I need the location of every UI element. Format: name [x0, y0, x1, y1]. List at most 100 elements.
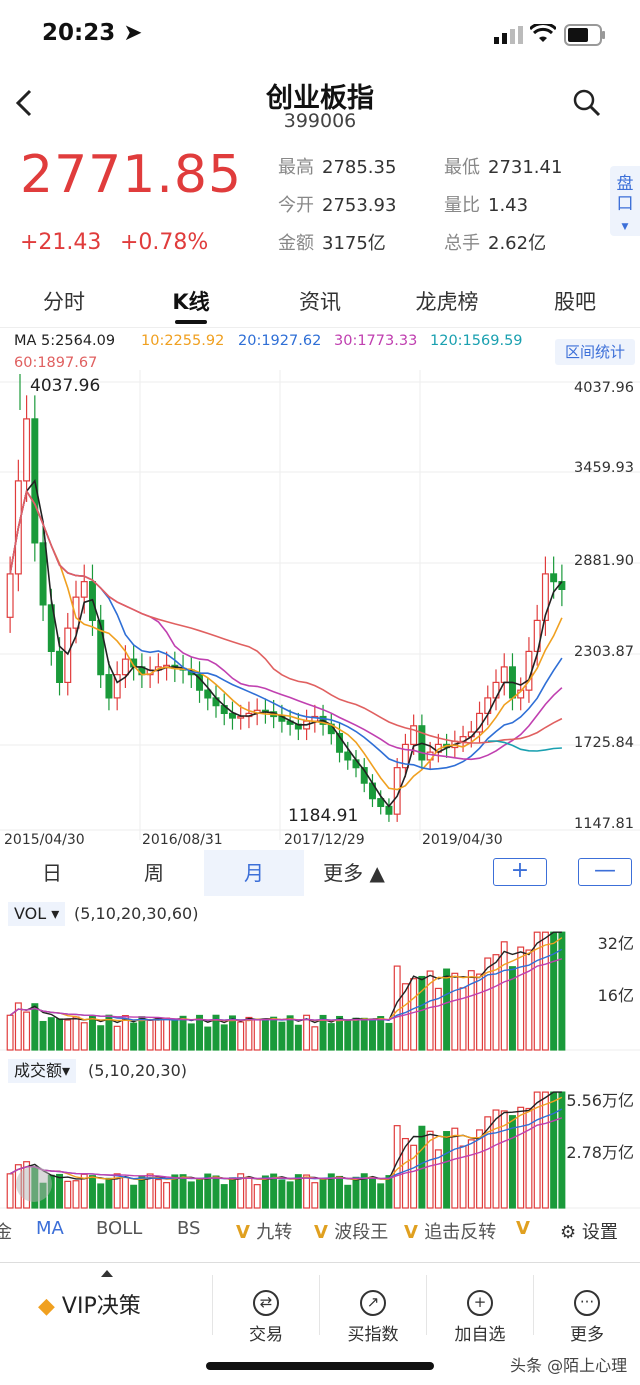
amount-tick: 2.78万亿 — [566, 1143, 634, 1162]
amount-indicator-select[interactable]: 成交额▾ — [8, 1059, 77, 1083]
legend-ma120: 120:1569.59 — [430, 333, 523, 349]
volume-bar — [517, 946, 525, 1051]
vol-indicator-select[interactable]: VOL ▾ — [8, 902, 66, 926]
trade-button[interactable]: ⇄ 交易 — [226, 1290, 306, 1345]
volume-bar — [39, 1020, 47, 1051]
amount-chart — [0, 1091, 640, 1209]
candle — [97, 619, 105, 676]
candle — [550, 573, 558, 583]
period-day[interactable]: 日 — [42, 861, 62, 885]
volume-bar — [525, 949, 533, 1051]
indicator-jiuzhuan[interactable]: V 九转 — [236, 1222, 293, 1243]
candle — [401, 743, 409, 769]
candle — [204, 689, 212, 699]
volume-bar — [517, 1106, 525, 1209]
search-icon[interactable] — [572, 88, 602, 118]
divider — [426, 1275, 427, 1335]
more-button[interactable]: ··· 更多 — [547, 1290, 627, 1345]
stat-volume-ratio: 量比 1.43 — [444, 195, 529, 216]
indicator-boll[interactable]: BOLL — [96, 1218, 143, 1239]
vol-tick: 32亿 — [597, 934, 634, 953]
volume-bar — [228, 1015, 236, 1051]
volume-bar — [451, 1127, 459, 1209]
status-time: 20:23 ➤ — [42, 20, 143, 46]
volume-bar — [418, 975, 426, 1051]
zoom-in-button[interactable]: + — [493, 858, 547, 886]
volume-bar — [6, 1173, 14, 1209]
divider — [212, 1275, 213, 1335]
main-tabs: 分时 K线 资讯 龙虎榜 股吧 — [0, 272, 640, 328]
tab-intraday[interactable]: 分时 — [43, 290, 85, 314]
volume-bar — [154, 1018, 162, 1051]
period-week[interactable]: 周 — [144, 861, 164, 885]
volume-bar — [476, 1129, 484, 1209]
ma60-line — [9, 489, 563, 744]
volume-bar — [360, 1173, 368, 1209]
volume-bar — [508, 966, 516, 1051]
legend-ma30: 30:1773.33 — [334, 333, 418, 349]
tab-forum[interactable]: 股吧 — [554, 290, 596, 314]
indicator-bs[interactable]: BS — [177, 1218, 201, 1239]
indicator-ma[interactable]: MA — [36, 1218, 64, 1239]
volume-bar — [443, 968, 451, 1051]
x-tick: 2019/04/30 — [422, 832, 503, 848]
nav-bar: 创业板指 399006 — [0, 70, 640, 140]
range-stats-button[interactable]: 区间统计 — [555, 339, 635, 365]
kline-chart[interactable] — [0, 370, 640, 850]
ma120-line — [487, 740, 562, 752]
volume-bar — [212, 1175, 220, 1209]
volume-bar — [270, 1173, 278, 1209]
volume-bar — [163, 1182, 171, 1209]
period-more[interactable]: 更多 ▲ — [323, 861, 385, 885]
tab-news[interactable]: 资讯 — [299, 290, 341, 314]
volume-bar — [303, 1014, 311, 1051]
vol-params: (5,10,20,30,60) — [74, 904, 199, 923]
expand-up-icon[interactable] — [101, 1270, 113, 1277]
volume-bar — [171, 1174, 179, 1209]
volume-bar — [327, 1023, 335, 1051]
volume-bar — [88, 1015, 96, 1051]
divider — [319, 1275, 320, 1335]
back-icon[interactable] — [14, 88, 34, 118]
volume-bar — [311, 1026, 319, 1051]
amount-tick: 5.56万亿 — [566, 1091, 634, 1110]
volume-bar — [212, 1014, 220, 1051]
volume-bar — [476, 973, 484, 1051]
indicator-zhuiji[interactable]: V 追击反转 — [404, 1222, 497, 1243]
high-label: 4037.96 — [30, 376, 101, 396]
settings-button[interactable]: ⚙ 设置 — [560, 1222, 618, 1243]
status-bar: 20:23 ➤ — [0, 0, 640, 70]
candle — [344, 751, 352, 761]
buy-index-button[interactable]: ↗ 买指数 — [333, 1290, 413, 1345]
volume-bar — [14, 1002, 22, 1051]
watermark: 头条 @陌上心理 — [510, 1356, 628, 1375]
volume-bar — [492, 954, 500, 1051]
vip-decision-button[interactable]: ◆ VIP决策 — [38, 1294, 141, 1319]
gear-icon: ⚙ — [560, 1222, 577, 1243]
zoom-out-button[interactable]: — — [578, 858, 632, 886]
volume-bar — [344, 1184, 352, 1209]
volume-bar — [72, 1180, 80, 1209]
tab-kline[interactable]: K线 — [172, 290, 210, 314]
volume-bar — [352, 1017, 360, 1051]
volume-bar — [484, 1116, 492, 1209]
y-tick: 2303.87 — [574, 644, 634, 660]
volume-ma-line — [9, 1117, 563, 1180]
indicator-partial[interactable]: 金 — [0, 1222, 12, 1243]
indicator-boduanwang[interactable]: V 波段王 — [314, 1222, 389, 1243]
floating-assist-button[interactable] — [16, 1166, 52, 1202]
add-watchlist-button[interactable]: + 加自选 — [440, 1290, 520, 1345]
tab-dragon-tiger[interactable]: 龙虎榜 — [415, 290, 479, 314]
y-tick: 3459.93 — [574, 460, 634, 476]
candle — [541, 573, 549, 621]
price-change-pct: +0.78% — [120, 230, 209, 255]
legend-ma5: MA 5:2564.09 — [14, 333, 116, 349]
volume-bar — [541, 931, 549, 1051]
battery-icon — [564, 24, 605, 46]
home-indicator — [206, 1362, 434, 1370]
period-month[interactable]: 月 — [204, 850, 304, 896]
low-label: 1184.91 — [288, 806, 359, 826]
volume-bar — [105, 1014, 113, 1051]
diamond-icon: ◆ — [38, 1294, 55, 1319]
order-book-tab[interactable]: 盘口 ▼ — [610, 166, 640, 236]
